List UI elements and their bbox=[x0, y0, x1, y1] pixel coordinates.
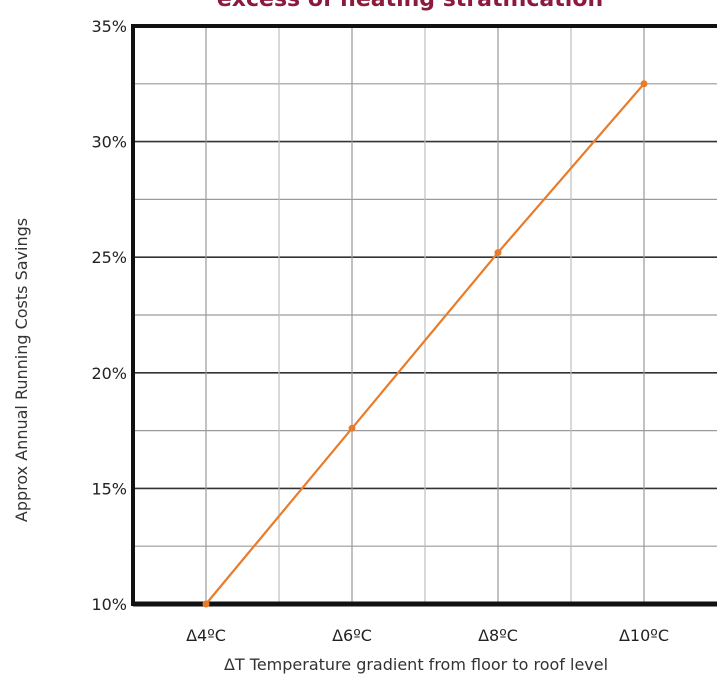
y-tick-labels: 10% 15% 20% 25% 30% 35% bbox=[91, 17, 127, 614]
y-tick-label: 15% bbox=[91, 479, 127, 498]
x-tick-labels: Δ4ºC Δ6ºC Δ8ºC Δ10ºC bbox=[186, 626, 669, 645]
chart-title: excess of heating stratification bbox=[217, 0, 603, 12]
y-axis-title: Approx Annual Running Costs Savings bbox=[12, 218, 31, 522]
data-point bbox=[348, 424, 356, 432]
x-tick-label: Δ8ºC bbox=[478, 626, 518, 645]
x-tick-label: Δ6ºC bbox=[332, 626, 372, 645]
data-point bbox=[494, 249, 502, 257]
x-tick-label: Δ4ºC bbox=[186, 626, 226, 645]
y-tick-label: 20% bbox=[91, 364, 127, 383]
y-tick-label: 25% bbox=[91, 248, 127, 267]
data-point bbox=[202, 600, 210, 608]
data-point bbox=[640, 80, 648, 88]
grid bbox=[133, 26, 717, 604]
plot-frame bbox=[131, 24, 717, 607]
series-line bbox=[205, 83, 645, 605]
x-tick-label: Δ10ºC bbox=[619, 626, 669, 645]
y-tick-label: 35% bbox=[91, 17, 127, 36]
y-tick-label: 30% bbox=[91, 133, 127, 152]
data-series bbox=[202, 80, 648, 608]
x-axis-title: ΔT Temperature gradient from floor to ro… bbox=[224, 655, 608, 674]
y-tick-label: 10% bbox=[91, 595, 127, 614]
